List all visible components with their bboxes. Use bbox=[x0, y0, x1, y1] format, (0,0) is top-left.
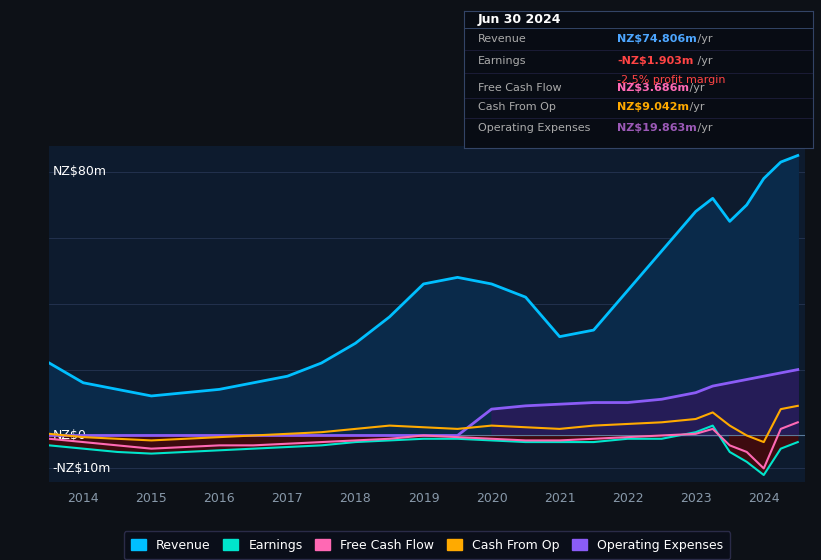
Text: Free Cash Flow: Free Cash Flow bbox=[478, 83, 562, 93]
Text: NZ$0: NZ$0 bbox=[53, 429, 86, 442]
Legend: Revenue, Earnings, Free Cash Flow, Cash From Op, Operating Expenses: Revenue, Earnings, Free Cash Flow, Cash … bbox=[124, 531, 730, 559]
Text: NZ$3.686m: NZ$3.686m bbox=[617, 83, 690, 93]
Text: NZ$80m: NZ$80m bbox=[53, 165, 107, 179]
Text: NZ$74.806m: NZ$74.806m bbox=[617, 34, 697, 44]
Text: Revenue: Revenue bbox=[478, 34, 526, 44]
Text: /yr: /yr bbox=[695, 55, 713, 66]
Text: NZ$9.042m: NZ$9.042m bbox=[617, 102, 690, 112]
Text: -2.5% profit margin: -2.5% profit margin bbox=[617, 75, 726, 85]
Text: Earnings: Earnings bbox=[478, 55, 526, 66]
Text: /yr: /yr bbox=[695, 34, 713, 44]
Text: Operating Expenses: Operating Expenses bbox=[478, 123, 590, 133]
Text: Cash From Op: Cash From Op bbox=[478, 102, 556, 112]
Text: -NZ$10m: -NZ$10m bbox=[53, 462, 111, 475]
Text: NZ$19.863m: NZ$19.863m bbox=[617, 123, 697, 133]
Text: /yr: /yr bbox=[695, 123, 713, 133]
Text: /yr: /yr bbox=[686, 83, 705, 93]
Text: /yr: /yr bbox=[686, 102, 705, 112]
Text: Jun 30 2024: Jun 30 2024 bbox=[478, 13, 562, 26]
Text: -NZ$1.903m: -NZ$1.903m bbox=[617, 55, 694, 66]
